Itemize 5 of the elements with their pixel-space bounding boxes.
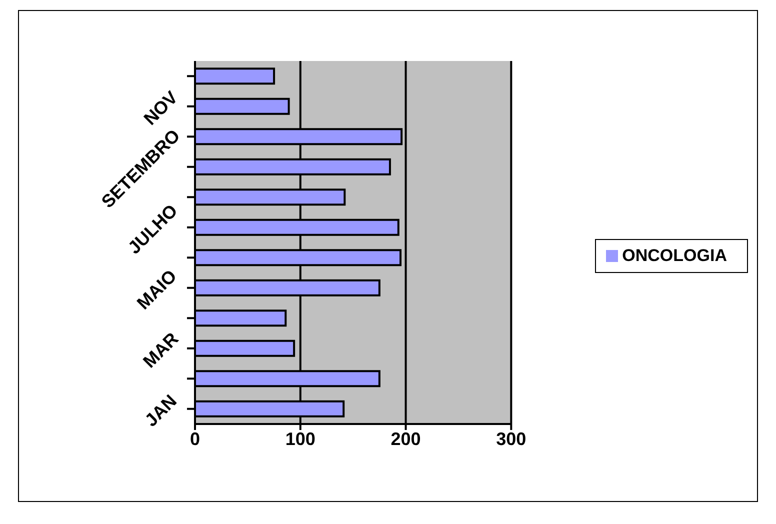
x-tick-label: 300 bbox=[496, 428, 526, 449]
x-tick-label: 100 bbox=[285, 428, 316, 449]
legend-label: ONCOLOGIA bbox=[622, 246, 727, 264]
x-tick-label: 0 bbox=[190, 428, 200, 449]
x-tick-label: 200 bbox=[390, 428, 421, 449]
